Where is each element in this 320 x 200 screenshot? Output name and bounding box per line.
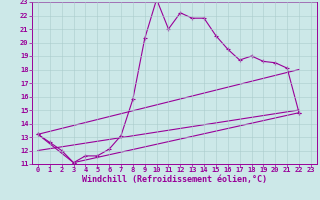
X-axis label: Windchill (Refroidissement éolien,°C): Windchill (Refroidissement éolien,°C) <box>82 175 267 184</box>
